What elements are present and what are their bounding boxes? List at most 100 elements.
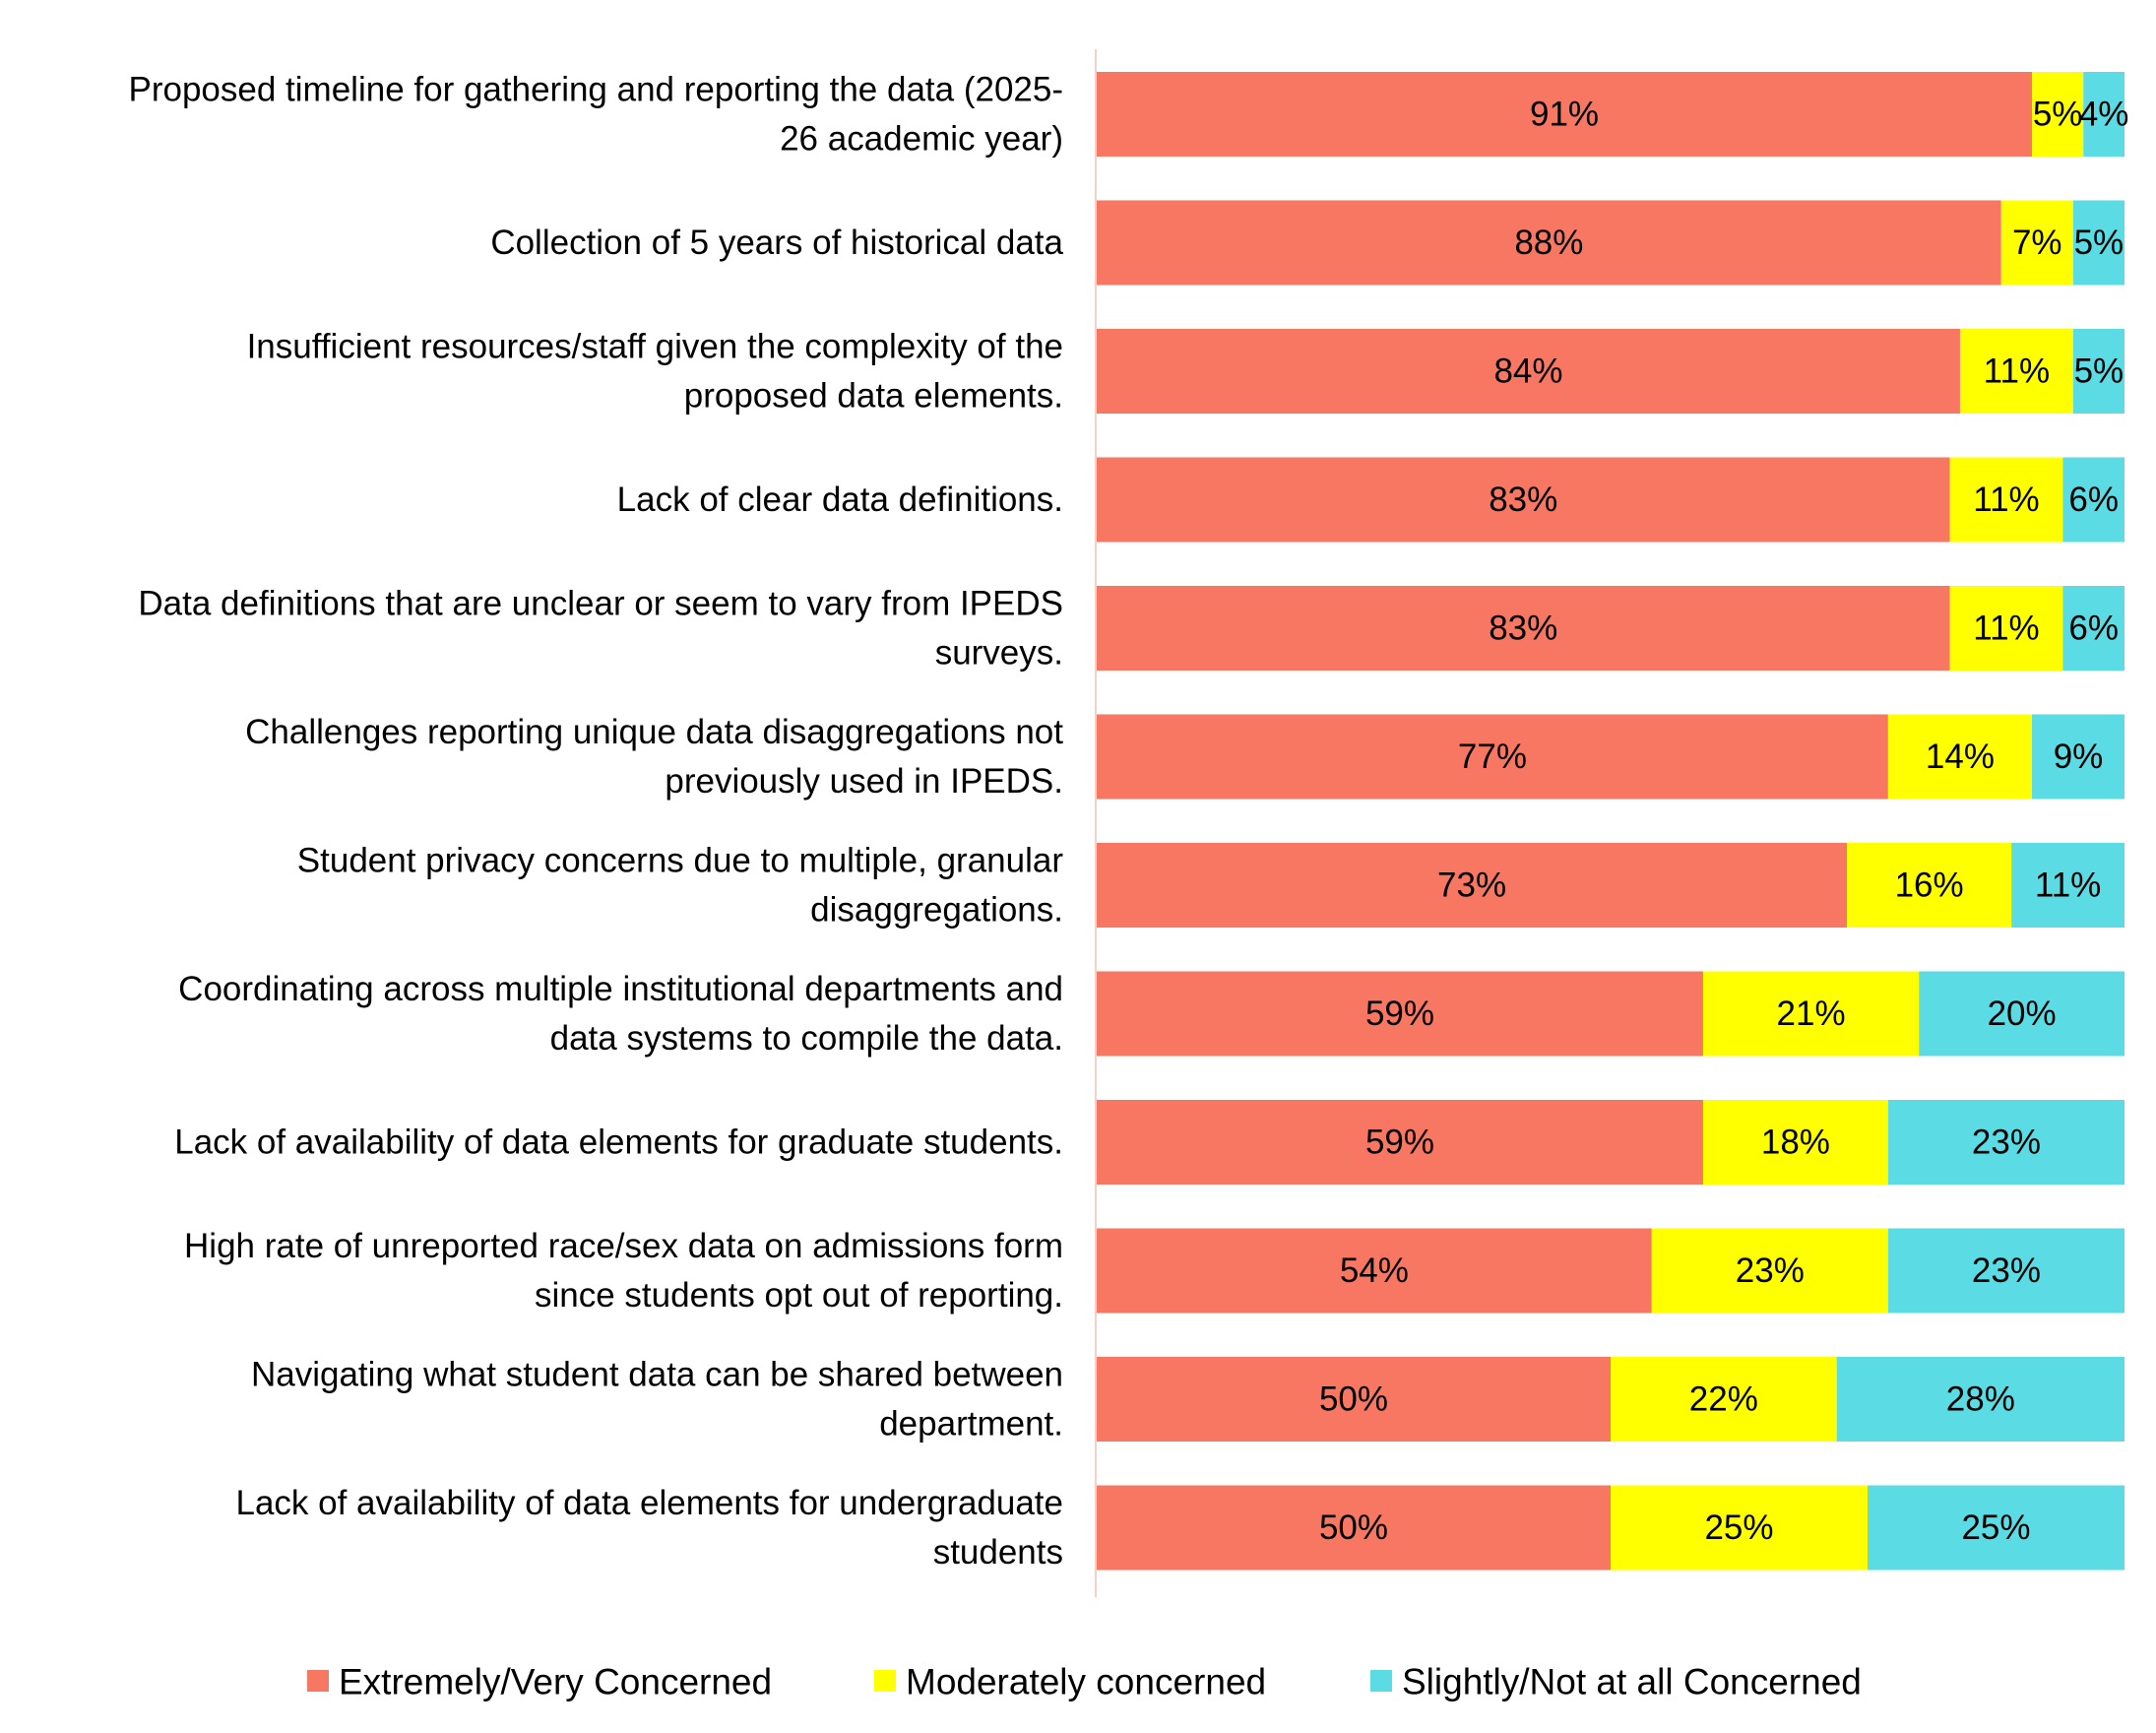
bar-segment (1097, 329, 1960, 414)
category-label: Lack of availability of data elements fo… (174, 1123, 1063, 1162)
category-label: previously used in IPEDS. (665, 762, 1063, 801)
bar-segment (1702, 1100, 1888, 1185)
data-label: 16% (1895, 866, 1964, 905)
bar-segment (1097, 72, 2033, 157)
bar-segment (2011, 843, 2124, 928)
bar-segment (1611, 1357, 1837, 1442)
category-label: data systems to compile the data. (550, 1019, 1063, 1058)
category-label: Coordinating across multiple institution… (178, 970, 1063, 1008)
bar-segment (2072, 329, 2124, 414)
data-label: 77% (1458, 738, 1527, 776)
bar-segment (1097, 714, 1888, 800)
data-label: 23% (1972, 1123, 2041, 1162)
bar-segment (1949, 457, 2063, 543)
data-label: 91% (1530, 96, 1599, 134)
category-label: Data definitions that are unclear or see… (138, 585, 1063, 623)
bar-segment (1836, 1357, 2124, 1442)
category-label: Lack of clear data definitions. (617, 481, 1063, 519)
legend-swatch (307, 1670, 329, 1692)
category-label: Challenges reporting unique data disaggr… (245, 713, 1063, 751)
data-label: 23% (1972, 1252, 2041, 1290)
bar-segment (2032, 714, 2124, 800)
bar-segment (1611, 1485, 1868, 1571)
category-label: Student privacy concerns due to multiple… (297, 842, 1064, 880)
bar-segment (1097, 843, 1848, 928)
legend-swatch (1370, 1670, 1392, 1692)
bar-segment (1868, 1485, 2124, 1571)
data-label: 50% (1319, 1508, 1388, 1547)
data-label: 59% (1365, 1123, 1434, 1162)
bar-segment (1097, 200, 2001, 286)
data-label: 20% (1988, 995, 2057, 1033)
data-labels: 91% 5%4%88% 7% 5%84% 11% 5%83% 11% 6%83% 11% 6%77… (1319, 96, 2128, 1548)
bar-segment (1097, 1485, 1611, 1571)
category-label: Collection of 5 years of historical data (490, 224, 1063, 262)
category-label: proposed data elements. (684, 377, 1063, 416)
category-label: since students opt out of reporting. (535, 1276, 1063, 1315)
data-label: 54% (1340, 1252, 1409, 1290)
bar-segment (1887, 714, 2033, 800)
bar-segment (2083, 72, 2124, 157)
data-label: 83% (1489, 481, 1557, 519)
legend-swatch (874, 1670, 896, 1692)
data-label: 88% (1514, 224, 1583, 262)
data-label: 18% (1761, 1123, 1830, 1162)
bar-segment (1097, 1357, 1611, 1442)
bar-segment (1959, 329, 2073, 414)
data-label: 23% (1736, 1252, 1805, 1290)
bar-segment (1847, 843, 2012, 928)
legend-label: Extremely/Very Concerned (339, 1662, 772, 1702)
bar-segment (1887, 1100, 2124, 1185)
category-labels: Proposed timeline for gathering and repo… (129, 71, 1064, 1573)
data-label: 14% (1926, 738, 1995, 776)
data-label: 9% (2054, 738, 2104, 776)
data-label: 4% (2079, 96, 2129, 134)
data-label: 5% (2074, 353, 2124, 391)
category-label: department. (879, 1405, 1063, 1444)
category-label: disaggregations. (810, 891, 1063, 930)
category-label: students (933, 1533, 1063, 1572)
data-label: 11% (1973, 610, 2039, 648)
bar-segment (1949, 586, 2063, 671)
category-label: 26 academic year) (780, 120, 1063, 159)
category-label: High rate of unreported race/sex data on… (184, 1227, 1063, 1265)
legend-label: Moderately concerned (906, 1662, 1266, 1702)
legend-label: Slightly/Not at all Concerned (1402, 1662, 1862, 1702)
bar-segment (2062, 457, 2124, 543)
category-label: Proposed timeline for gathering and repo… (129, 71, 1064, 109)
category-label: Insufficient resources/staff given the c… (247, 328, 1063, 366)
bar-segment (2062, 586, 2124, 671)
data-label: 25% (1704, 1508, 1773, 1547)
bar-segment (2032, 72, 2084, 157)
data-label: 11% (1973, 481, 2039, 519)
data-label: 83% (1489, 610, 1557, 648)
data-label: 25% (1961, 1508, 2030, 1547)
data-label: 59% (1365, 995, 1434, 1033)
data-label: 6% (2068, 610, 2119, 648)
bar-segment (1097, 971, 1703, 1057)
bar-segment (1097, 457, 1950, 543)
bar-segment (1097, 1228, 1652, 1314)
data-label: 21% (1777, 995, 1846, 1033)
data-label: 5% (2033, 96, 2083, 134)
category-label: Navigating what student data can be shar… (251, 1356, 1063, 1394)
category-label: Lack of availability of data elements fo… (235, 1484, 1063, 1522)
data-label: 84% (1493, 353, 1562, 391)
data-label: 22% (1689, 1380, 1758, 1419)
data-label: 50% (1319, 1380, 1388, 1419)
data-label: 6% (2068, 481, 2119, 519)
legend: Extremely/Very Concerned Moderately conce… (307, 1662, 1862, 1702)
data-label: 73% (1437, 866, 1506, 905)
data-label: 28% (1946, 1380, 2015, 1419)
data-label: 5% (2074, 224, 2124, 262)
bar-segment (1919, 971, 2124, 1057)
bar-segment (1097, 586, 1950, 671)
bar-segment (1651, 1228, 1888, 1314)
category-label: surveys. (935, 634, 1063, 673)
data-label: 7% (2012, 224, 2062, 262)
data-label: 11% (2035, 866, 2101, 905)
data-label: 11% (1984, 353, 2050, 391)
bar-segment (2072, 200, 2124, 286)
bar-segment (1097, 1100, 1703, 1185)
